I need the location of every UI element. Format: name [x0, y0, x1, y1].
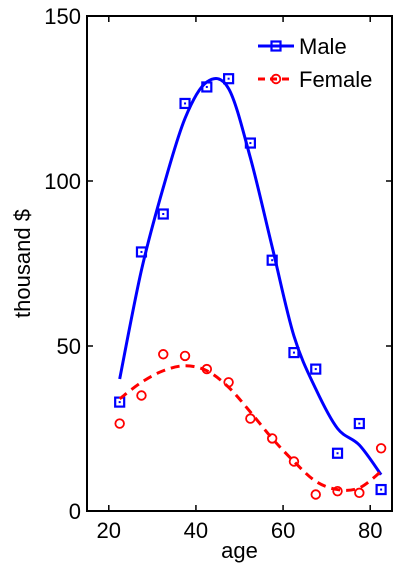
- data-point-male: [223, 73, 235, 85]
- data-point-female: [136, 390, 147, 401]
- data-point-male: [375, 483, 387, 496]
- legend-marker-female: [270, 73, 282, 85]
- y-tick-label: 100: [44, 169, 81, 194]
- data-point-female: [158, 349, 169, 360]
- data-point-male: [244, 137, 256, 149]
- data-point-female: [332, 486, 343, 497]
- data-point-female: [288, 456, 300, 467]
- y-axis-label: thousand $: [10, 209, 35, 318]
- plot-area: [114, 73, 387, 500]
- data-point-male: [310, 363, 322, 375]
- y-tick-label: 150: [44, 4, 81, 29]
- series-line-female: [118, 364, 383, 492]
- x-axis-label: age: [221, 538, 258, 563]
- x-tick-label: 40: [184, 518, 208, 543]
- axis-ticks: 20 40 60 80 0 50 100 150: [44, 4, 392, 543]
- y-tick-label: 50: [57, 334, 81, 359]
- data-point-male: [288, 347, 300, 359]
- legend-item-male: Male: [258, 34, 347, 59]
- data-point-male: [201, 81, 213, 93]
- data-point-male: [135, 246, 148, 258]
- data-point-female: [375, 443, 387, 454]
- data-point-male: [157, 208, 169, 220]
- data-point-male: [331, 447, 344, 459]
- data-point-female: [310, 489, 321, 500]
- data-point-female: [354, 487, 365, 499]
- y-tick-label: 0: [69, 499, 81, 524]
- legend-marker-male: [270, 40, 282, 52]
- series-line-male: [118, 77, 383, 476]
- x-tick-label: 20: [97, 518, 121, 543]
- data-point-female: [266, 433, 278, 444]
- series-female: [114, 349, 387, 500]
- x-tick-label: 60: [271, 518, 295, 543]
- data-point-male: [266, 254, 278, 266]
- legend-label-female: Female: [299, 67, 372, 92]
- legend-label-male: Male: [299, 34, 347, 59]
- data-point-female: [114, 418, 125, 429]
- data-point-female: [179, 350, 191, 362]
- data-point-male: [353, 417, 365, 430]
- series-male: [114, 73, 387, 496]
- data-point-male: [179, 97, 191, 110]
- plot-frame: [86, 15, 393, 512]
- data-point-female: [223, 377, 234, 388]
- data-point-female: [201, 363, 213, 375]
- x-tick-label: 80: [358, 518, 382, 543]
- legend-item-female: Female: [258, 67, 372, 92]
- data-point-female: [245, 413, 256, 424]
- legend: Male Female: [258, 34, 372, 92]
